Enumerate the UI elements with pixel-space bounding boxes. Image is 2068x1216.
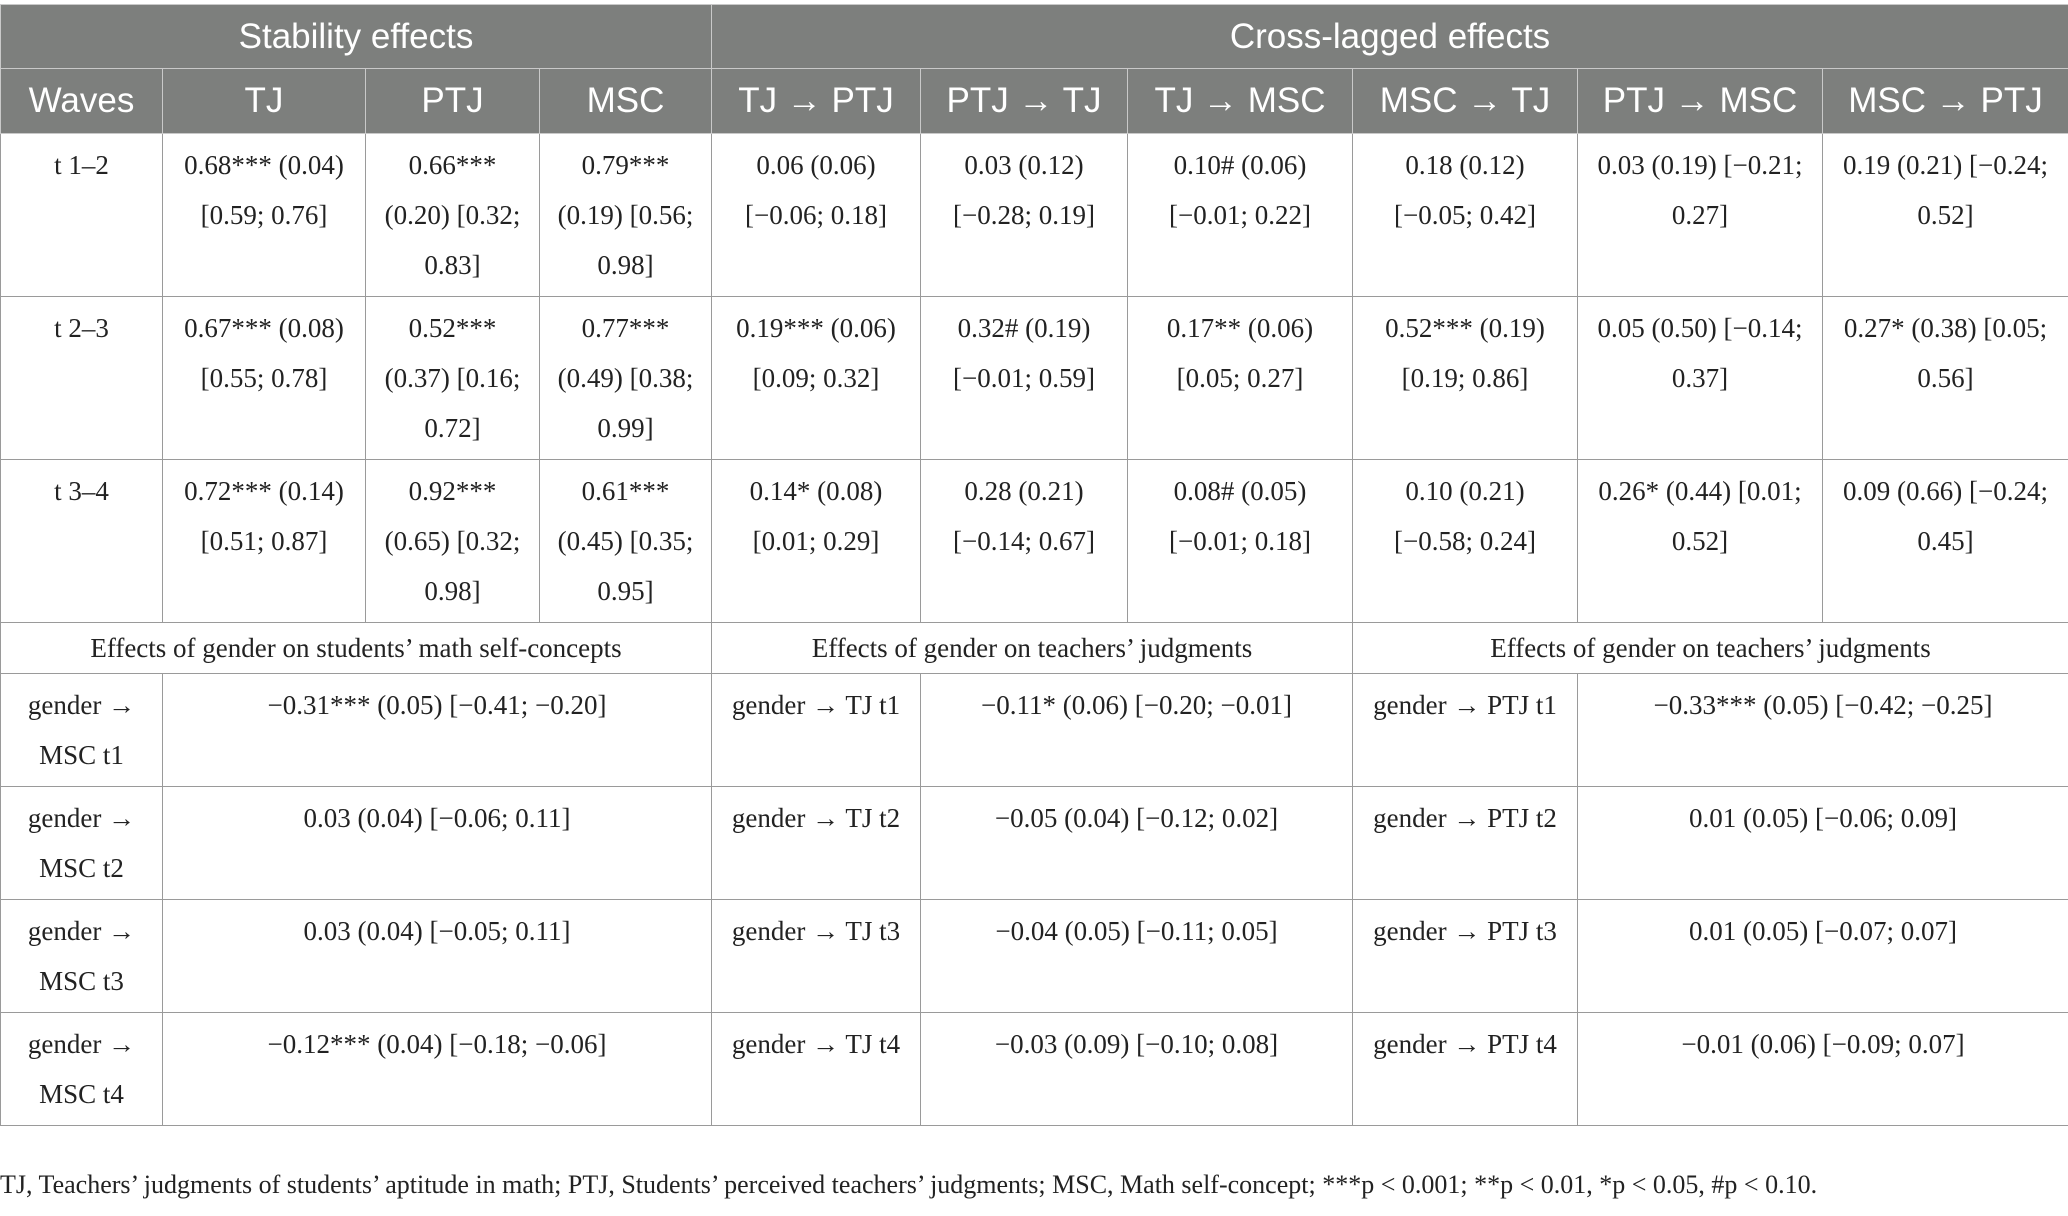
effect-cell-ptj: 0.52*** (0.37) [0.16; 0.72] (365, 296, 540, 460)
effect-cell-ptj-tj: 0.32# (0.19) [−0.01; 0.59] (920, 296, 1128, 460)
table-row: gender → MSC t3 0.03 (0.04) [−0.05; 0.11]… (0, 899, 2068, 1013)
table-footnote: TJ, Teachers’ judgments of students’ apt… (0, 1170, 1818, 1199)
table-row: t 3–4 0.72*** (0.14) [0.51; 0.87] 0.92*** … (0, 459, 2068, 623)
gender-msc-label: gender → MSC t2 (0, 786, 163, 900)
effect-cell-ptj-msc: 0.03 (0.19) [−0.21; 0.27] (1577, 133, 1823, 297)
effect-cell-msc: 0.79*** (0.19) [0.56; 0.98] (539, 133, 712, 297)
gender-msc-label: gender → MSC t4 (0, 1012, 163, 1126)
effect-cell-msc: 0.77*** (0.49) [0.38; 0.99] (539, 296, 712, 460)
gender-section-row: Effects of gender on students’ math self… (0, 622, 2068, 674)
gender-tj-value: −0.05 (0.04) [−0.12; 0.02] (920, 786, 1353, 900)
effect-cell-msc-ptj: 0.27* (0.38) [0.05; 0.56] (1821, 296, 2068, 460)
column-header-row: Waves TJ PTJ MSC TJ → PTJ PTJ → TJ TJ → … (0, 68, 2068, 134)
effect-cell-tj: 0.72*** (0.14) [0.51; 0.87] (162, 459, 366, 623)
column-header: Waves (0, 68, 163, 134)
wave-label: t 3–4 (0, 459, 163, 623)
gender-msc-value: 0.03 (0.04) [−0.05; 0.11] (162, 899, 712, 1013)
table-row: gender → MSC t4 −0.12*** (0.04) [−0.18; −… (0, 1012, 2068, 1126)
effect-cell-ptj-msc: 0.05 (0.50) [−0.14; 0.37] (1577, 296, 1823, 460)
effect-cell-tj-ptj: 0.19*** (0.06) [0.09; 0.32] (711, 296, 921, 460)
gender-ptj-label: gender → PTJ t2 (1352, 786, 1578, 900)
stability-effects-header: Stability effects (0, 4, 712, 69)
gender-msc-value: −0.12*** (0.04) [−0.18; −0.06] (162, 1012, 712, 1126)
effect-cell-ptj: 0.66*** (0.20) [0.32; 0.83] (365, 133, 540, 297)
gender-ptj-value: −0.33*** (0.05) [−0.42; −0.25] (1576, 673, 2068, 787)
column-header: PTJ → TJ (920, 68, 1128, 134)
effect-cell-ptj: 0.92*** (0.65) [0.32; 0.98] (365, 459, 540, 623)
effect-cell-msc-ptj: 0.09 (0.66) [−0.24; 0.45] (1821, 459, 2068, 623)
column-header: MSC (539, 68, 712, 134)
gender-ptj-label: gender → PTJ t4 (1352, 1012, 1578, 1126)
gender-ptj-label: gender → PTJ t3 (1352, 899, 1578, 1013)
gender-msc-label: gender → MSC t3 (0, 899, 163, 1013)
effect-cell-tj-msc: 0.10# (0.06) [−0.01; 0.22] (1127, 133, 1353, 297)
gender-ptj-label: gender → PTJ t1 (1352, 673, 1578, 787)
gender-ptj-value: 0.01 (0.05) [−0.06; 0.09] (1576, 786, 2068, 900)
gender-msc-value: 0.03 (0.04) [−0.06; 0.11] (162, 786, 712, 900)
gender-tj-label: gender → TJ t3 (711, 899, 921, 1013)
column-header: TJ → PTJ (711, 68, 921, 134)
table-row: gender → MSC t2 0.03 (0.04) [−0.06; 0.11]… (0, 786, 2068, 900)
results-table: Stability effects Cross-lagged effects W… (0, 4, 2068, 1126)
column-header: PTJ → MSC (1577, 68, 1823, 134)
gender-msc-value: −0.31*** (0.05) [−0.41; −0.20] (162, 673, 712, 787)
gender-msc-section-title: Effects of gender on students’ math self… (0, 622, 712, 674)
table-row: gender → MSC t1 −0.31*** (0.05) [−0.41; −… (0, 673, 2068, 787)
column-header: TJ → MSC (1127, 68, 1353, 134)
gender-msc-label: gender → MSC t1 (0, 673, 163, 787)
gender-tj-value: −0.11* (0.06) [−0.20; −0.01] (920, 673, 1353, 787)
gender-tj-label: gender → TJ t4 (711, 1012, 921, 1126)
cross-lagged-effects-header: Cross-lagged effects (710, 4, 2068, 69)
effect-cell-tj: 0.67*** (0.08) [0.55; 0.78] (162, 296, 366, 460)
gender-tj-label: gender → TJ t2 (711, 786, 921, 900)
column-header: MSC → PTJ (1821, 68, 2068, 134)
effect-cell-tj-msc: 0.17** (0.06) [0.05; 0.27] (1127, 296, 1353, 460)
wave-label: t 1–2 (0, 133, 163, 297)
wave-label: t 2–3 (0, 296, 163, 460)
effect-cell-msc: 0.61*** (0.45) [0.35; 0.95] (539, 459, 712, 623)
table-row: t 1–2 0.68*** (0.04) [0.59; 0.76] 0.66*** … (0, 133, 2068, 297)
column-header: PTJ (365, 68, 540, 134)
column-header: TJ (162, 68, 366, 134)
effect-cell-msc-tj: 0.52*** (0.19) [0.19; 0.86] (1352, 296, 1578, 460)
table-row: t 2–3 0.67*** (0.08) [0.55; 0.78] 0.52*** … (0, 296, 2068, 460)
gender-tj-section-title: Effects of gender on teachers’ judgments (711, 622, 1353, 674)
gender-tj-value: −0.03 (0.09) [−0.10; 0.08] (920, 1012, 1353, 1126)
gender-ptj-section-title: Effects of gender on teachers’ judgments (1351, 622, 2068, 674)
effect-cell-msc-ptj: 0.19 (0.21) [−0.24; 0.52] (1821, 133, 2068, 297)
effect-cell-tj-ptj: 0.06 (0.06) [−0.06; 0.18] (711, 133, 921, 297)
group-header-row: Stability effects Cross-lagged effects (0, 4, 2068, 69)
effect-cell-msc-tj: 0.18 (0.12) [−0.05; 0.42] (1352, 133, 1578, 297)
effect-cell-ptj-tj: 0.28 (0.21) [−0.14; 0.67] (920, 459, 1128, 623)
effect-cell-tj-ptj: 0.14* (0.08) [0.01; 0.29] (711, 459, 921, 623)
gender-tj-label: gender → TJ t1 (711, 673, 921, 787)
effect-cell-msc-tj: 0.10 (0.21) [−0.58; 0.24] (1352, 459, 1578, 623)
effect-cell-tj: 0.68*** (0.04) [0.59; 0.76] (162, 133, 366, 297)
column-header: MSC → TJ (1352, 68, 1578, 134)
effect-cell-tj-msc: 0.08# (0.05) [−0.01; 0.18] (1127, 459, 1353, 623)
gender-ptj-value: 0.01 (0.05) [−0.07; 0.07] (1576, 899, 2068, 1013)
gender-ptj-value: −0.01 (0.06) [−0.09; 0.07] (1576, 1012, 2068, 1126)
effect-cell-ptj-tj: 0.03 (0.12) [−0.28; 0.19] (920, 133, 1128, 297)
gender-tj-value: −0.04 (0.05) [−0.11; 0.05] (920, 899, 1353, 1013)
effect-cell-ptj-msc: 0.26* (0.44) [0.01; 0.52] (1577, 459, 1823, 623)
